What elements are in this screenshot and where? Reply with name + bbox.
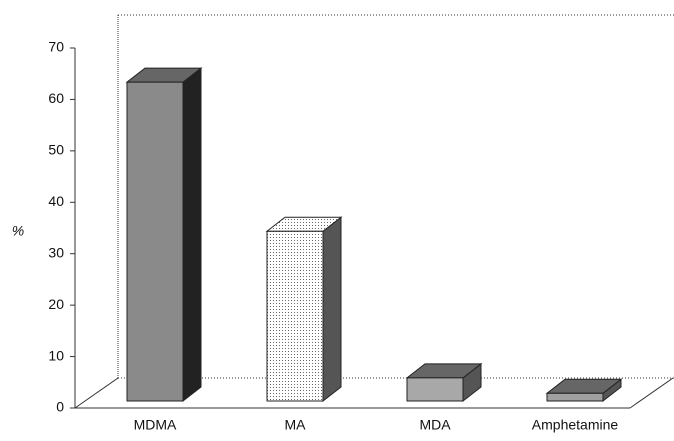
bar-front xyxy=(266,230,324,402)
y-tick-label: 50 xyxy=(48,142,64,158)
y-tick-label: 40 xyxy=(48,193,64,209)
y-tick-label: 10 xyxy=(48,347,64,363)
x-tick-label: MDA xyxy=(419,417,451,433)
y-tick-label: 60 xyxy=(48,90,64,106)
x-tick-label: MA xyxy=(285,417,307,433)
bar xyxy=(405,362,483,403)
x-tick-label: MDMA xyxy=(134,417,177,433)
bar-front xyxy=(406,377,464,402)
frame xyxy=(74,14,674,409)
bar-front xyxy=(126,81,184,402)
bar-side xyxy=(182,67,202,403)
bar xyxy=(265,216,343,403)
y-tick-label: 30 xyxy=(48,244,64,260)
y-tick-label: 0 xyxy=(56,399,64,415)
y-tick-label: 20 xyxy=(48,296,64,312)
bar-front xyxy=(546,392,604,402)
bar xyxy=(125,67,203,403)
bar xyxy=(545,378,623,403)
y-tick-label: 70 xyxy=(48,39,64,55)
x-tick-label: Amphetamine xyxy=(532,417,619,433)
bar-side xyxy=(322,216,342,403)
y-axis-label: % xyxy=(12,223,24,239)
